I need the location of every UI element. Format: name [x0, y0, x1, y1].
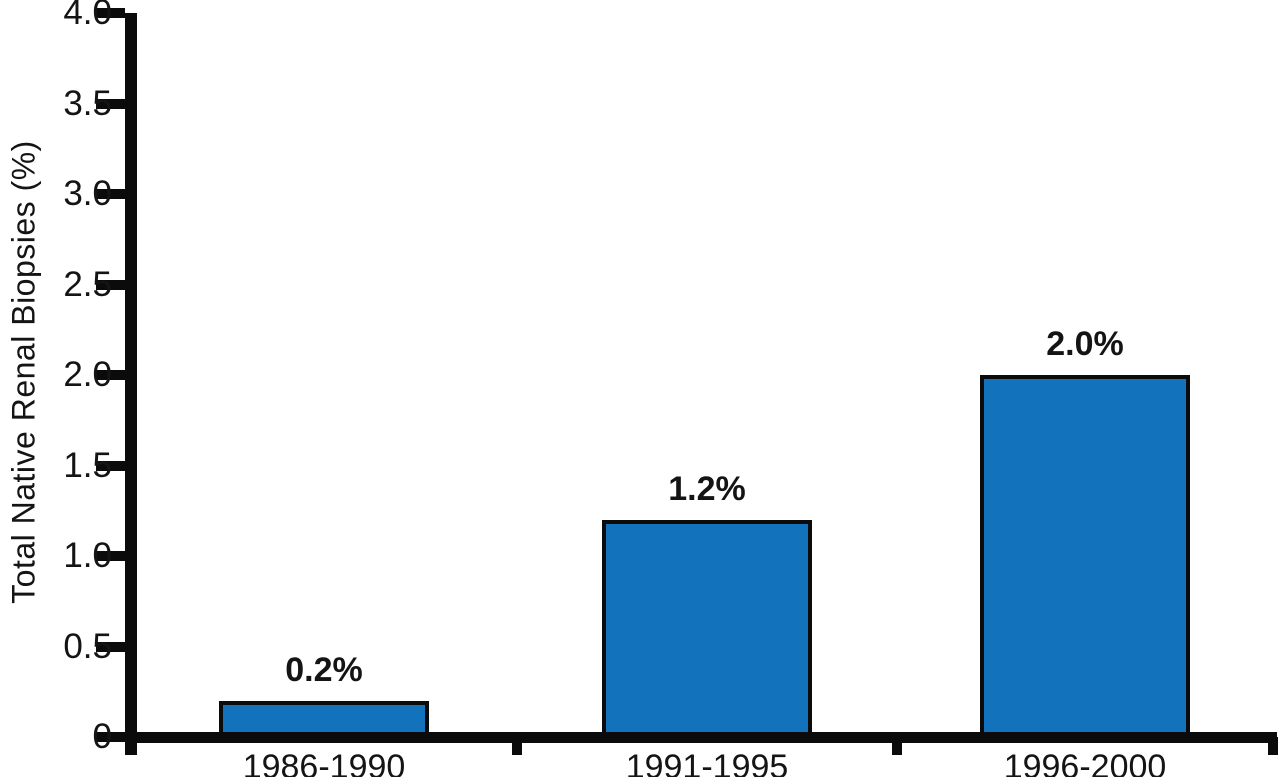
y-axis-tick-label: 0.5: [63, 626, 112, 666]
bar-value-label: 0.2%: [285, 650, 363, 689]
y-axis-tick-label: 1.0: [63, 536, 112, 575]
y-axis-tick: [96, 732, 125, 742]
y-axis-tick-label: 0: [92, 717, 112, 756]
bar-value-label: 2.0%: [1046, 325, 1124, 363]
x-axis-line: [125, 732, 1277, 743]
y-axis-tick: [96, 551, 125, 561]
y-axis-tick-label: 3.0: [63, 174, 112, 213]
y-axis-tick: [96, 189, 125, 199]
x-axis-category-label: 1991-1995: [625, 748, 789, 777]
y-axis-tick: [96, 279, 125, 290]
y-axis-tick: [96, 460, 125, 471]
y-axis-tick-label: 2.5: [63, 264, 112, 304]
y-axis-tick: [96, 98, 125, 109]
bar-1996-2000: [980, 375, 1190, 737]
y-axis-tick-label: 3.5: [63, 83, 112, 123]
y-axis-tick: [96, 641, 125, 652]
x-axis-category-label: 1996-2000: [1003, 748, 1167, 777]
y-axis-tick-label: 4.0: [63, 0, 112, 32]
bar-value-label: 1.2%: [668, 469, 746, 508]
y-axis-line: [125, 13, 137, 755]
y-axis-tick: [96, 370, 125, 380]
x-axis-tick: [512, 737, 522, 755]
x-axis-tick: [126, 737, 136, 755]
y-axis-tick-label: 1.5: [63, 445, 112, 485]
bar-1991-1995: [602, 519, 812, 737]
y-axis-tick: [96, 8, 125, 18]
x-axis-tick: [1268, 737, 1278, 755]
y-axis-tick-label: 2.0: [63, 355, 112, 394]
x-axis-category-label: 1986-1990: [242, 748, 406, 777]
x-axis-tick: [892, 737, 902, 755]
